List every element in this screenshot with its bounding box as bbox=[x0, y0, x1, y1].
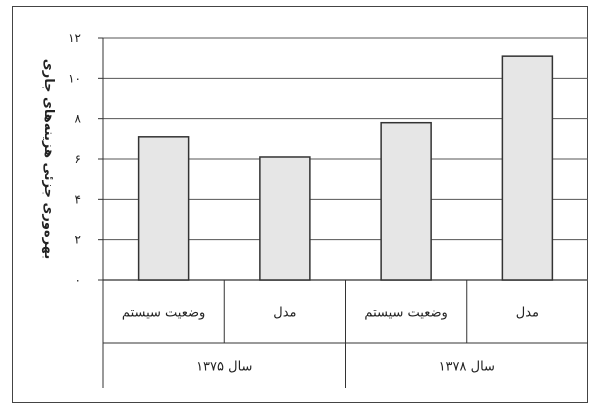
bars bbox=[137, 55, 554, 281]
y-tick-label: ۰ bbox=[75, 273, 81, 287]
category-label: مدل bbox=[273, 306, 296, 321]
category-label: وضعیت سیستم bbox=[364, 306, 447, 321]
bar bbox=[259, 156, 311, 281]
y-axis-ticks: ۰ ۲ ۴ ۶ ۸ ۱۰ ۱۲ bbox=[68, 31, 103, 287]
y-tick-label: ۸ bbox=[75, 112, 82, 126]
group-label: سال ۱۳۷۸ bbox=[439, 360, 495, 375]
bar bbox=[137, 136, 190, 281]
y-tick-label: ۱۰ bbox=[68, 71, 81, 85]
category-label: مدل bbox=[516, 306, 539, 321]
bar bbox=[380, 121, 432, 281]
y-tick-label: ۱۲ bbox=[68, 31, 81, 45]
y-axis-label: بهره‌وری جزئی هزینه‌های جاری bbox=[41, 59, 56, 259]
group-label: سال ۱۳۷۵ bbox=[196, 360, 252, 375]
y-tick-label: ۴ bbox=[75, 192, 81, 206]
bar bbox=[501, 55, 554, 281]
category-table: وضعیت سیستم مدل سال ۱۳۷۵ وضعیت سیستم مدل سال … bbox=[103, 280, 588, 388]
category-label: وضعیت سیستم bbox=[122, 306, 205, 321]
y-tick-label: ۶ bbox=[75, 152, 81, 166]
y-tick-label: ۲ bbox=[75, 233, 81, 247]
